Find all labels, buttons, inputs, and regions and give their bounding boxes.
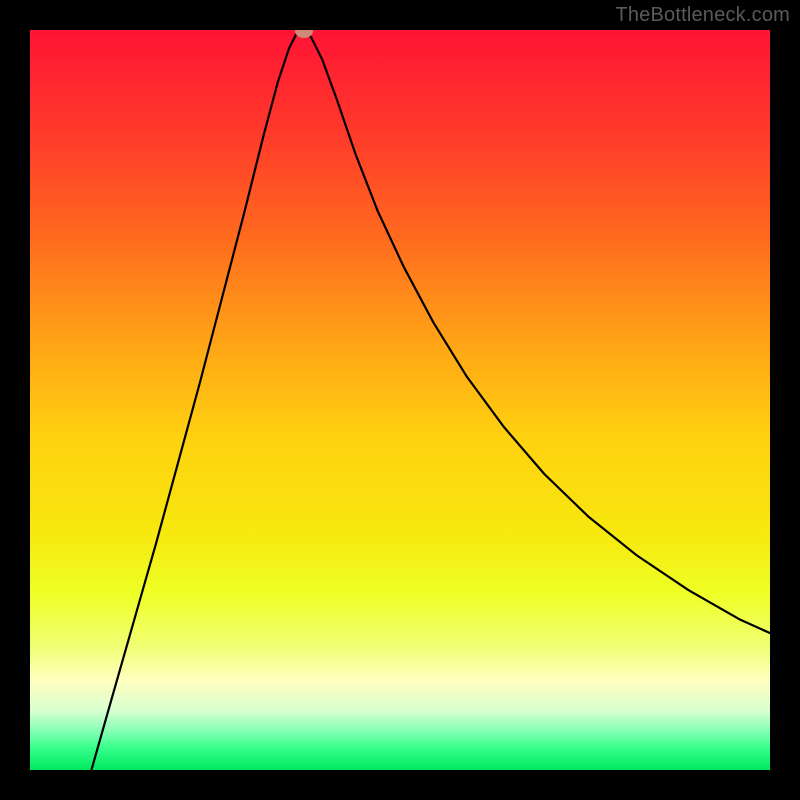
plot-area bbox=[30, 30, 770, 770]
bottleneck-curve bbox=[30, 30, 770, 770]
watermark-text: TheBottleneck.com bbox=[615, 4, 790, 27]
curve-path bbox=[91, 30, 770, 770]
